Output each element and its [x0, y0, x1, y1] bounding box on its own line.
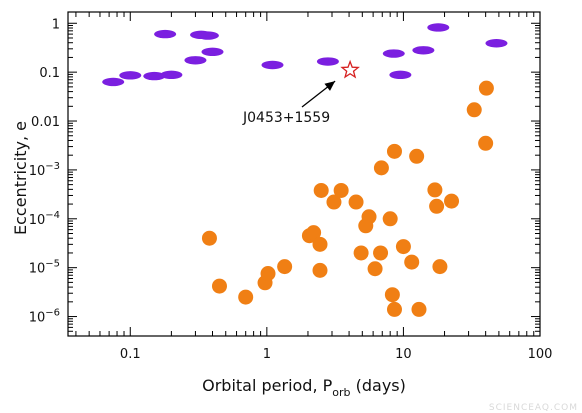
y-tick-label: 0.01 [31, 115, 60, 130]
orange-circle-point [238, 289, 254, 305]
annotation-label: J0453+1559 [242, 110, 330, 126]
purple-ellipse-point [160, 70, 183, 80]
annotation-arrowhead [324, 81, 336, 91]
orange-circle-point [384, 287, 400, 303]
x-axis-title-subscript: orb [332, 386, 350, 399]
purple-ellipse-point [389, 70, 412, 80]
data-points [102, 23, 508, 317]
y-tick-label: 1 [52, 17, 60, 32]
orange-circle-point [373, 160, 389, 176]
y-tick-label-base: 10 [29, 213, 46, 228]
orange-circle-point [367, 261, 383, 277]
orange-circle-point [432, 259, 448, 275]
y-tick-label: 10−5 [29, 259, 60, 277]
y-tick-label-exponent: −4 [45, 210, 60, 221]
axes [67, 11, 541, 337]
purple-ellipse-point [143, 71, 166, 81]
orange-circle-point [353, 245, 369, 261]
orange-circle-point [211, 278, 227, 294]
orange-circle-point [386, 301, 402, 317]
plot-frame [67, 11, 541, 337]
orange-circle-point [312, 262, 328, 278]
orange-circle-point [478, 80, 494, 96]
orange-circle-point [395, 239, 411, 255]
x-tick-label: 0.1 [120, 347, 141, 362]
orange-circle-point [348, 194, 364, 210]
x-tick-label: 10 [395, 347, 412, 362]
orange-circle-point [411, 301, 427, 317]
y-tick-label: 0.1 [39, 66, 60, 81]
orange-circle-point [373, 245, 389, 261]
orange-circle-point [409, 148, 425, 164]
orange-circle-point [361, 209, 377, 225]
orange-circle-point [466, 102, 482, 118]
annotation: J0453+1559 [242, 80, 336, 126]
y-axis-title: Eccentricity, e [11, 121, 30, 235]
y-tick-label: 10−3 [29, 161, 60, 179]
highlight-star-point [340, 59, 360, 79]
purple-ellipse-point [201, 47, 224, 57]
x-axis-title-main: Orbital period, P [202, 376, 333, 395]
orange-circle-point [404, 254, 420, 270]
orange-circle-point [429, 198, 445, 214]
x-tick-label: 100 [528, 347, 553, 362]
orange-circle-point [306, 225, 322, 241]
orange-circle-point [277, 259, 293, 275]
orange-circle-point [312, 236, 328, 252]
orange-circle-point [478, 135, 494, 151]
purple-ellipse-point [261, 60, 284, 70]
y-tick-label-base: 10 [29, 164, 46, 179]
orange-circle-point [444, 193, 460, 209]
purple-ellipse-point [102, 77, 125, 87]
y-tick-label-exponent: −5 [45, 259, 60, 270]
y-tick-label-exponent: −6 [45, 308, 60, 319]
purple-ellipse-point [119, 71, 142, 80]
purple-ellipse-point [485, 39, 508, 48]
orange-circle-point [313, 182, 329, 198]
y-tick-label: 10−4 [29, 210, 60, 228]
x-axis-title-unit: (days) [351, 376, 406, 395]
orange-circle-point [386, 143, 402, 159]
orange-circle-point [382, 211, 398, 227]
watermark: SCIENCEAQ.COM [489, 403, 578, 413]
orange-circle-point [326, 194, 342, 210]
orange-circle-point [201, 230, 217, 246]
orange-circle-point [260, 265, 276, 281]
orange-circle-point [333, 182, 349, 198]
y-tick-label-base: 10 [29, 262, 46, 277]
purple-ellipse-point [427, 23, 450, 32]
x-tick-label: 1 [263, 347, 271, 362]
y-tick-label-exponent: −3 [45, 161, 60, 172]
purple-ellipse-point [316, 57, 339, 66]
tick-marks [68, 12, 541, 337]
purple-ellipse-point [196, 31, 219, 40]
y-tick-label-base: 10 [29, 311, 46, 326]
purple-ellipse-point [184, 56, 207, 65]
orange-circle-point [427, 182, 443, 198]
x-axis-title: Orbital period, Porb (days) [202, 376, 406, 399]
purple-ellipse-point [154, 29, 177, 39]
purple-ellipse-point [382, 49, 405, 58]
purple-ellipse-point [412, 46, 435, 55]
y-tick-label: 10−6 [29, 308, 60, 326]
x-tick-labels: 0.1 1 10 100 [120, 347, 552, 362]
